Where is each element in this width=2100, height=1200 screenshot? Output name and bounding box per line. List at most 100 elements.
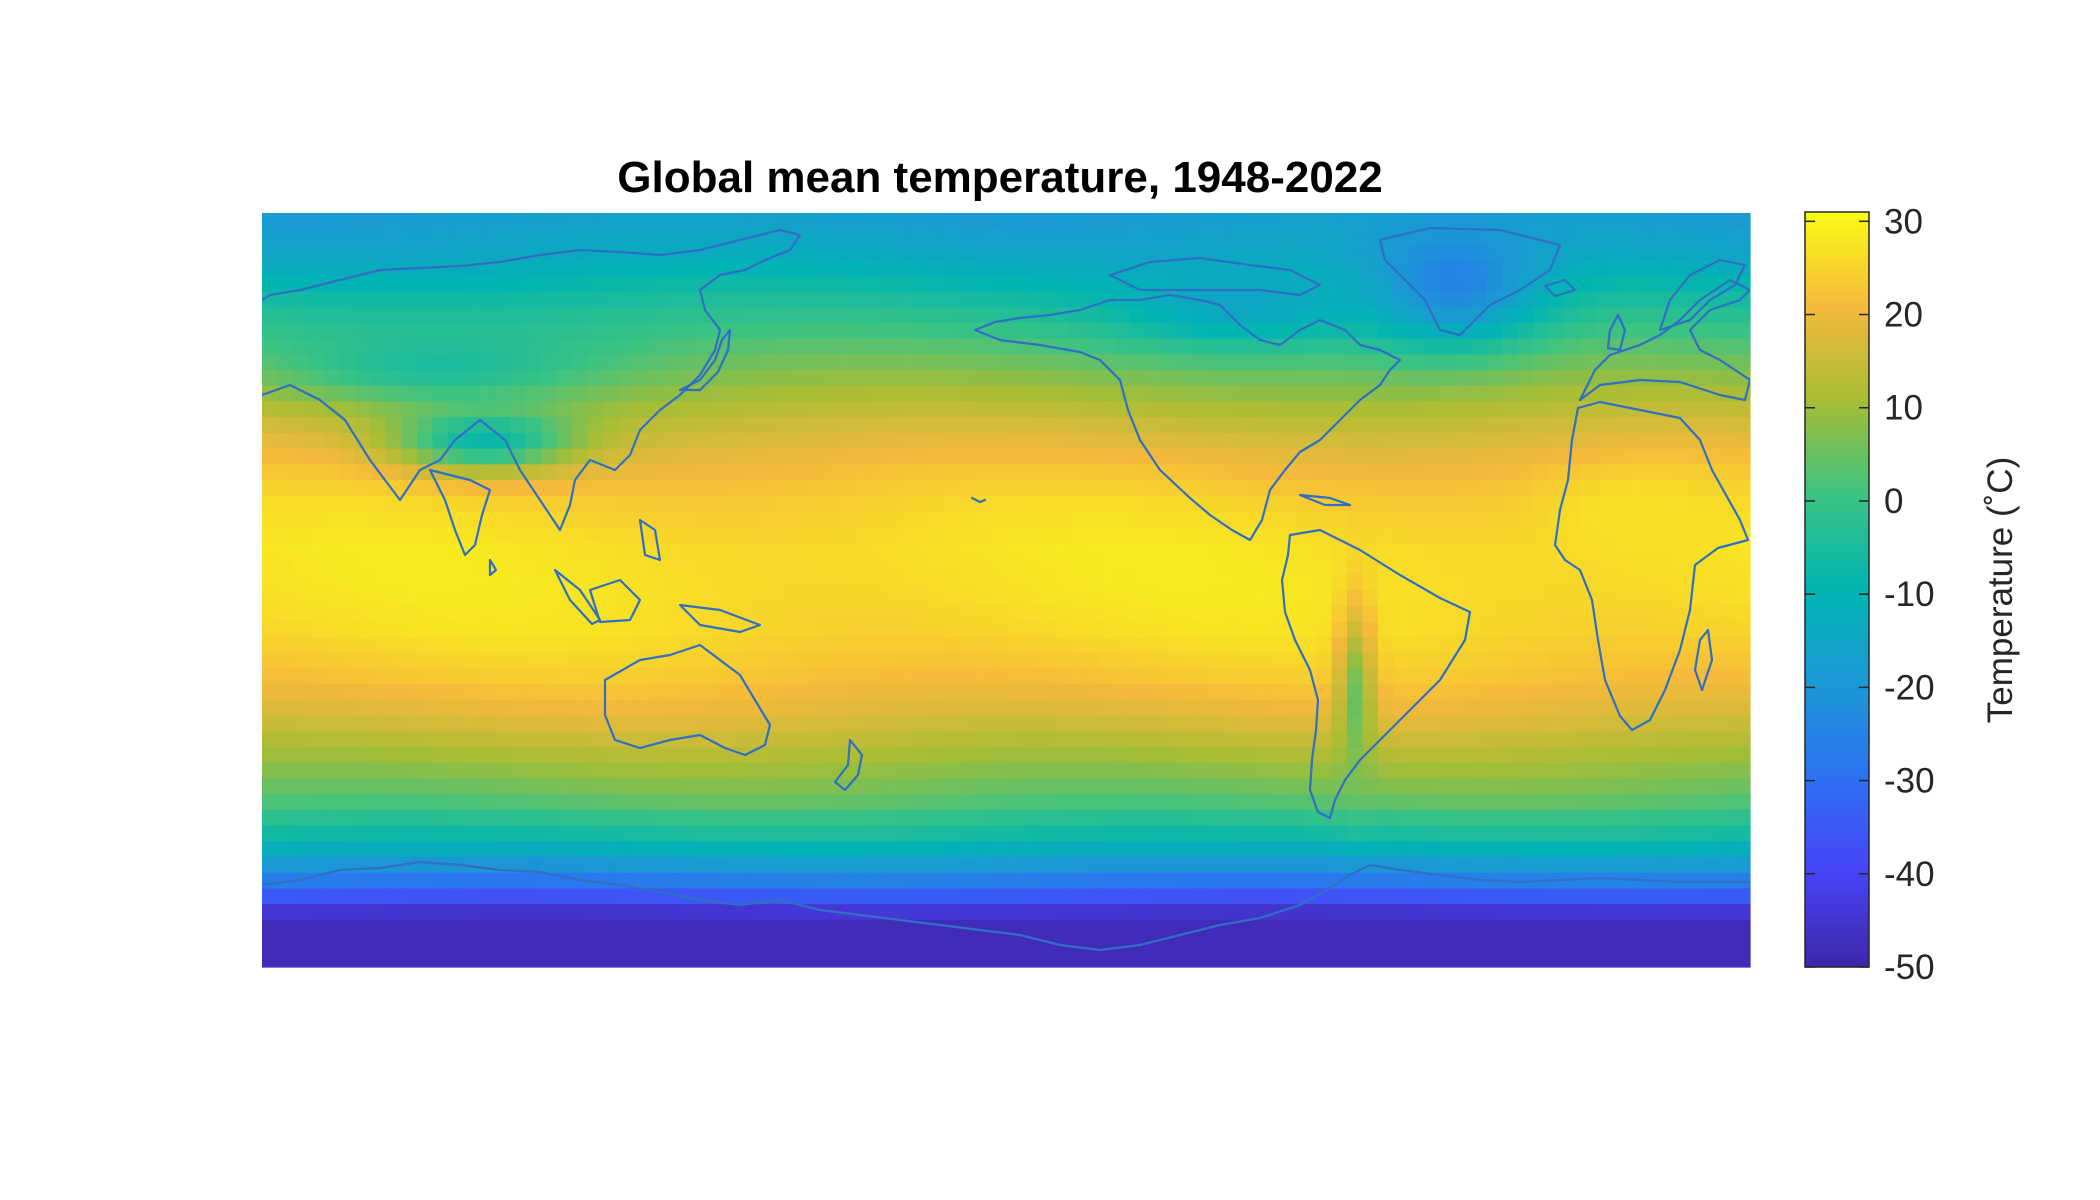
heatmap-cell <box>1641 228 1658 246</box>
heatmap-cell <box>789 762 806 780</box>
heatmap-cell <box>897 652 914 670</box>
heatmap-cell <box>1393 684 1410 701</box>
heatmap-cell <box>386 511 403 528</box>
heatmap-cell <box>1331 762 1348 780</box>
heatmap-cell <box>1161 605 1178 623</box>
heatmap-cell <box>277 731 294 748</box>
heatmap-cell <box>851 857 868 874</box>
heatmap-cell <box>1269 888 1286 905</box>
heatmap-cell <box>882 794 899 811</box>
heatmap-cell <box>1037 888 1054 905</box>
heatmap-cell <box>401 558 418 575</box>
heatmap-cell <box>1254 275 1271 293</box>
heatmap-cell <box>1409 699 1426 717</box>
heatmap-cell <box>897 495 914 513</box>
heatmap-cell <box>1176 291 1193 308</box>
heatmap-cell <box>1703 747 1720 764</box>
heatmap-cell <box>308 778 325 795</box>
heatmap-cell <box>1099 228 1116 246</box>
heatmap-cell <box>1393 590 1410 607</box>
heatmap-cell <box>1052 558 1069 575</box>
heatmap-cell <box>835 228 852 246</box>
heatmap-cell <box>1378 322 1395 340</box>
heatmap-cell <box>1440 778 1457 795</box>
heatmap-cell <box>1486 527 1503 544</box>
heatmap-cell <box>789 621 806 638</box>
heatmap-cell <box>324 715 341 732</box>
heatmap-cell <box>1595 652 1612 670</box>
heatmap-cell <box>1548 731 1565 748</box>
heatmap-cell <box>897 385 914 403</box>
heatmap-cell <box>525 213 542 230</box>
heatmap-cell <box>1331 841 1348 858</box>
heatmap-cell <box>1517 291 1534 308</box>
heatmap-cell <box>665 605 682 623</box>
heatmap-cell <box>525 228 542 246</box>
heatmap-cell <box>990 747 1007 764</box>
heatmap-cell <box>1657 794 1674 811</box>
heatmap-cell <box>742 652 759 670</box>
heatmap-cell <box>1362 637 1379 654</box>
heatmap-cell <box>510 684 527 701</box>
heatmap-cell <box>1626 684 1643 701</box>
heatmap-cell <box>448 480 465 497</box>
heatmap-cell <box>1285 778 1302 795</box>
heatmap-cell <box>1409 307 1426 324</box>
heatmap-cell <box>262 260 279 277</box>
heatmap-cell <box>959 275 976 293</box>
heatmap-cell <box>1099 762 1116 780</box>
heatmap-cell <box>572 213 589 230</box>
heatmap-cell <box>417 370 434 387</box>
heatmap-cell <box>1564 747 1581 764</box>
heatmap-cell <box>1316 872 1333 890</box>
heatmap-cell <box>758 511 775 528</box>
heatmap-cell <box>1130 935 1147 952</box>
heatmap-cell <box>1161 857 1178 874</box>
heatmap-cell <box>339 527 356 544</box>
heatmap-cell <box>1347 558 1364 575</box>
heatmap-cell <box>851 401 868 418</box>
heatmap-cell <box>928 888 945 905</box>
heatmap-cell <box>1409 841 1426 858</box>
heatmap-cell <box>1517 464 1534 481</box>
heatmap-cell <box>1719 480 1736 497</box>
heatmap-cell <box>1192 527 1209 544</box>
heatmap-cell <box>324 464 341 481</box>
heatmap-cell <box>308 637 325 654</box>
heatmap-cell <box>975 778 992 795</box>
heatmap-cell <box>401 464 418 481</box>
heatmap-cell <box>1610 778 1627 795</box>
heatmap-cell <box>1347 699 1364 717</box>
heatmap-cell <box>541 370 558 387</box>
heatmap-cell <box>866 354 883 371</box>
heatmap-cell <box>463 747 480 764</box>
heatmap-cell <box>1300 684 1317 701</box>
heatmap-cell <box>680 919 697 937</box>
heatmap-cell <box>649 464 666 481</box>
heatmap-cell <box>1114 857 1131 874</box>
heatmap-cell <box>649 354 666 371</box>
heatmap-cell <box>1145 511 1162 528</box>
heatmap-cell <box>572 417 589 434</box>
heatmap-cell <box>696 495 713 513</box>
heatmap-cell <box>1734 228 1751 246</box>
heatmap-cell <box>1440 605 1457 623</box>
heatmap-cell <box>866 778 883 795</box>
heatmap-cell <box>525 935 542 952</box>
heatmap-cell <box>1440 401 1457 418</box>
heatmap-cell <box>1455 260 1472 277</box>
heatmap-cell <box>1331 637 1348 654</box>
heatmap-cell <box>1517 825 1534 842</box>
heatmap-cell <box>1269 935 1286 952</box>
heatmap-cell <box>1021 480 1038 497</box>
heatmap-cell <box>1378 401 1395 418</box>
heatmap-cell <box>324 385 341 403</box>
heatmap-cell <box>1207 275 1224 293</box>
heatmap-cell <box>959 385 976 403</box>
heatmap-cell <box>804 684 821 701</box>
heatmap-cell <box>990 464 1007 481</box>
heatmap-cell <box>1440 432 1457 450</box>
heatmap-cell <box>587 542 604 560</box>
heatmap-cell <box>541 511 558 528</box>
heatmap-cell <box>1207 354 1224 371</box>
